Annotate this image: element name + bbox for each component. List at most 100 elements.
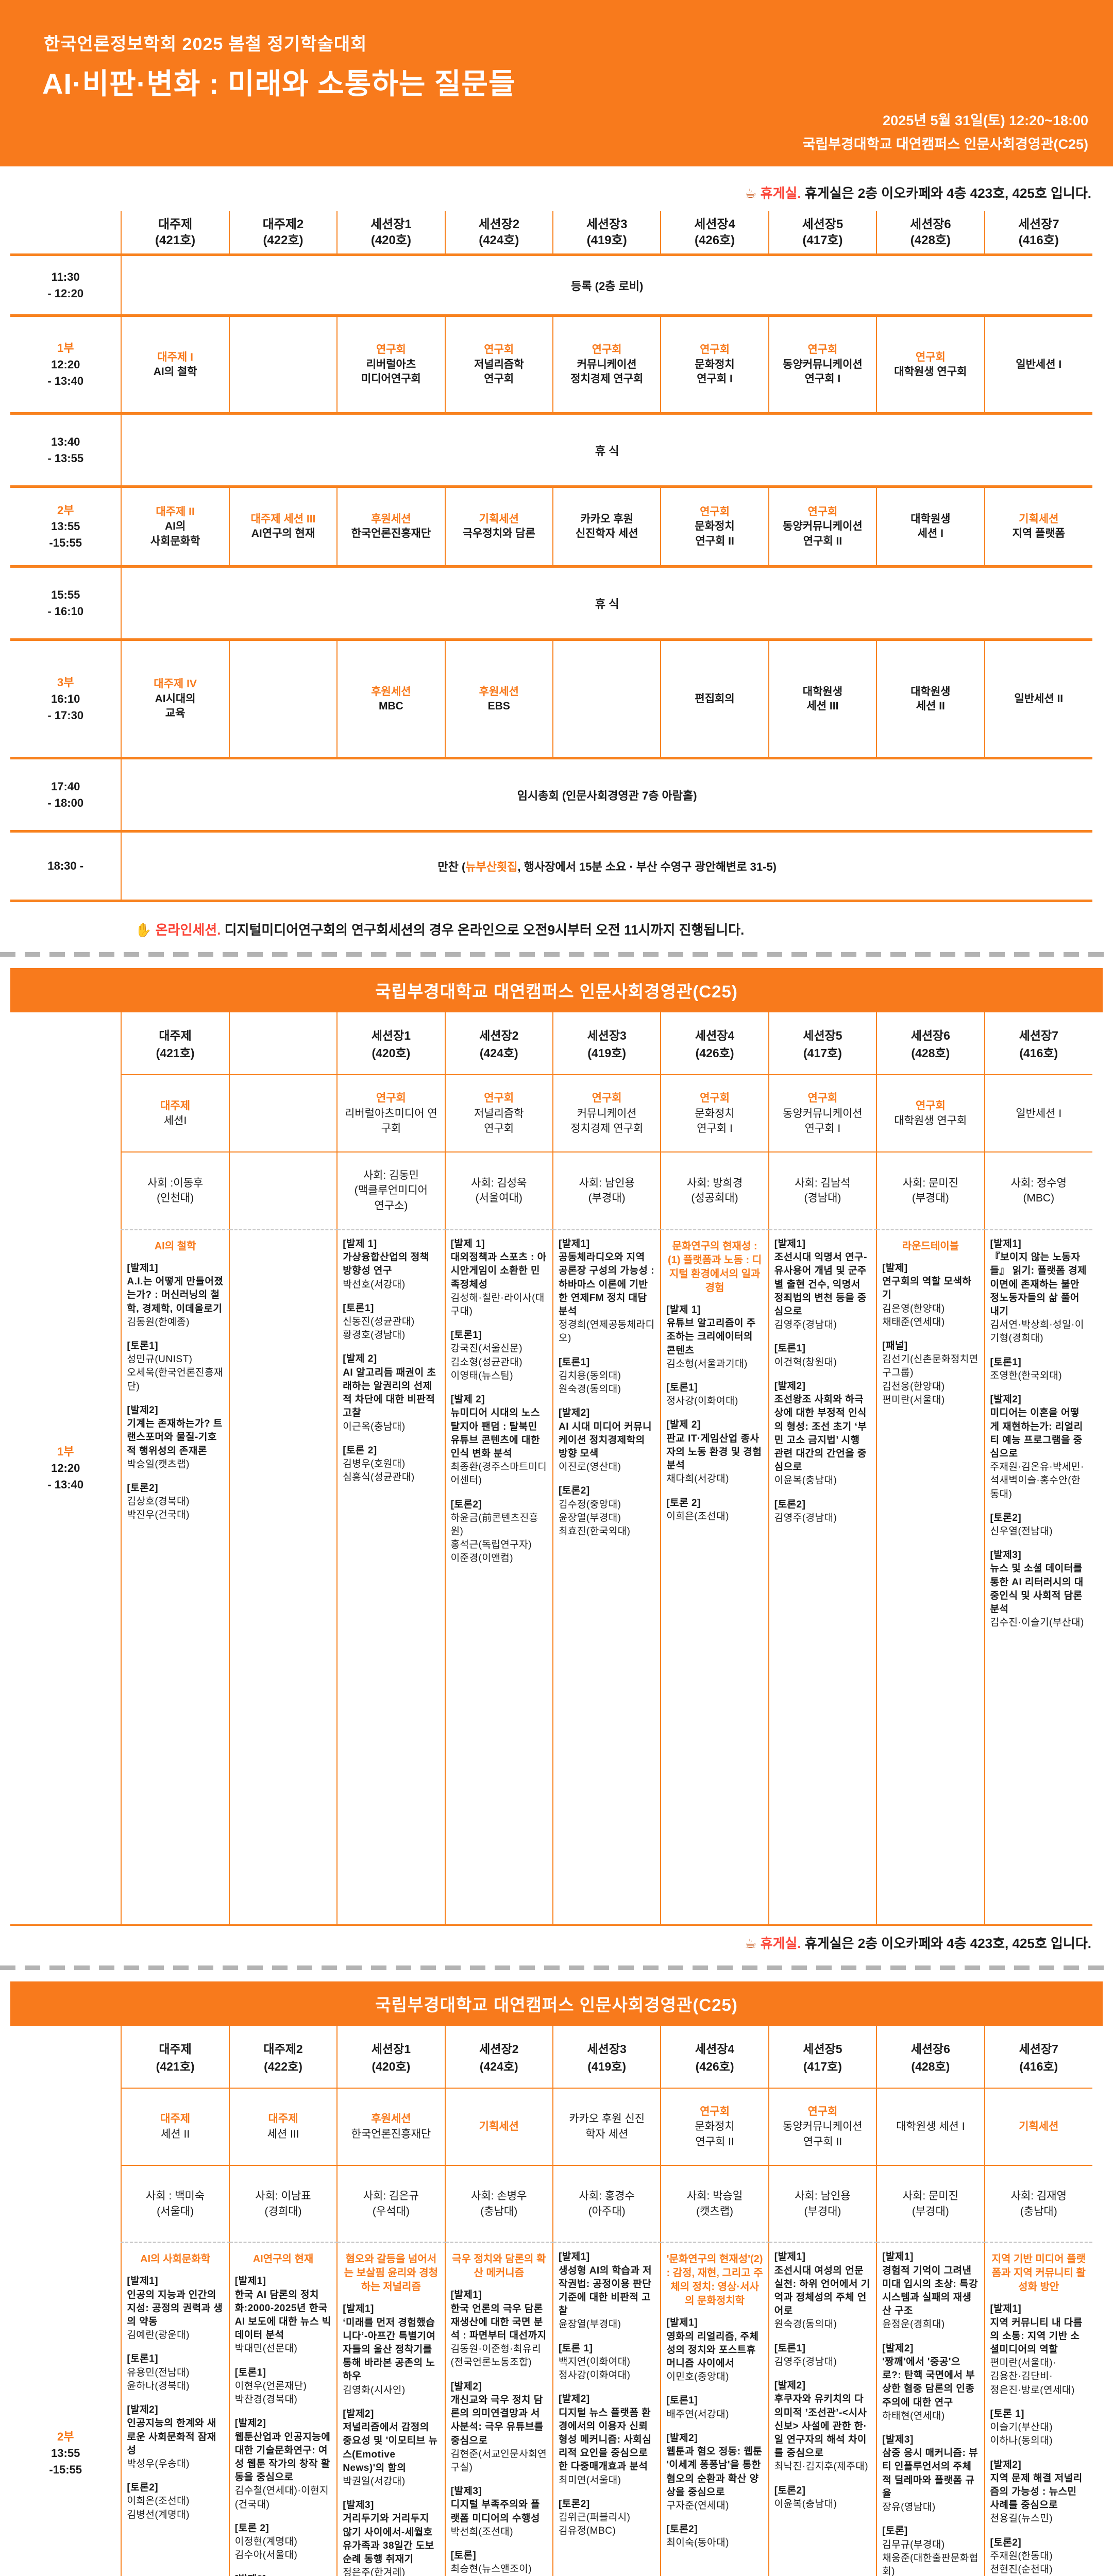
item-person: 강국진(서울신문) xyxy=(450,1343,523,1354)
overview-session-type: 연구회 xyxy=(700,344,730,356)
session-body-cell: 혐오와 갈등을 넘어서는 보살핌 윤리와 경청하는 저널리즘 [발제1] ‘미래를 … xyxy=(337,2242,446,2576)
item-person: 박선호(서강대) xyxy=(343,1279,406,1290)
overview-time-line: 1부 xyxy=(57,342,74,355)
item-person: 최낙진·김지후(제주대) xyxy=(774,2461,869,2472)
section-column-header: 대주제 (421호) xyxy=(121,1012,230,1076)
section-column-header: 세션장5 (417호) xyxy=(768,2025,878,2089)
item-title: 기계는 존재하는가? 트랜스포머와 물질-기호적 행위성의 존재론 xyxy=(127,1418,223,1456)
session-name: 일반세션 I xyxy=(1016,1107,1062,1120)
item-label: [발제1] xyxy=(774,1238,806,1249)
item-label: [토론1] xyxy=(774,1343,806,1354)
overview-session-name: 리버럴아츠 미디어연구회 xyxy=(361,358,421,385)
overview-span-cell: 휴 식 xyxy=(121,413,1092,488)
session-chair-cell: 사회: 박승일 (캣츠랩) xyxy=(661,2165,769,2244)
item-person: 이희은(조선대) xyxy=(666,1511,729,1522)
overview-time-line: - 17:30 xyxy=(47,708,84,722)
overview-session-name: 대학원생 세션 I xyxy=(910,513,951,540)
item-label: [발제 1] xyxy=(450,1238,485,1249)
overview-time-line: - 13:40 xyxy=(47,374,84,387)
item-person: 김위근(퍼블리시) xyxy=(558,2512,631,2523)
item-person: 이영태(뉴스팀) xyxy=(450,1370,514,1381)
presentation-item: [토론1] 신동진(성균관대) 황경호(경남대) xyxy=(343,1302,439,1343)
session-type: 연구회 xyxy=(807,1092,838,1105)
session-body-cell: 라운드테이블 [발제] 연구회의 역할 모색하기 김은영(한양대) 채태준(연세대) [패… xyxy=(876,1229,985,1926)
item-person: 김현준(서교인문사회연구실) xyxy=(450,2448,547,2473)
presentation-item: [발제1] 조선시대 익명서 연구-유사용어 개념 및 군주별 출현 건수, 익명… xyxy=(774,1238,871,1332)
item-title: ‘미래를 먼저 경험했습니다’-아프간 특별기여자들의 울산 정착기를 통해 바… xyxy=(343,2317,436,2382)
section-time-cell: 1부 12:20 - 13:40 xyxy=(10,1012,122,1926)
overview-table: 대주제 (421호) 대주제2 (422호) 세션장1 (420호) 세션장2 (424호) 세… xyxy=(10,211,1092,903)
item-person: 원숙경(동의대) xyxy=(774,2319,837,2330)
item-label: [발제1] xyxy=(990,2303,1022,2315)
session-chair-cell: 사회 :이동후 (인천대) xyxy=(121,1152,230,1230)
item-label: [발제 2] xyxy=(343,1353,377,1365)
presentation-item: [발제1] 생성형 AI의 학습과 저작권법: 공정이용 판단 기준에 대한 비판… xyxy=(559,2250,655,2331)
session-name: 문화정치 연구회 II xyxy=(695,2121,735,2148)
presentation-item: [토론 2] 이정현(계명대) 김수아(서울대) xyxy=(235,2522,331,2563)
item-label: [발제2] xyxy=(558,1408,590,1419)
section-column-header: 세션장1 (420호) xyxy=(337,2025,446,2089)
section-session-cell: 연구회 동양커뮤니케이션 연구회 I xyxy=(768,1075,878,1153)
item-title: 연구회의 역할 모색하기 xyxy=(882,1276,972,1301)
item-person: 박찬경(경북대) xyxy=(234,2394,298,2405)
session-chair-cell: 사회: 김재영 (충남대) xyxy=(984,2165,1092,2244)
overview-tbody: 대주제 (421호) 대주제2 (422호) 세션장1 (420호) 세션장2 (424호) 세… xyxy=(10,211,1092,903)
item-person: 주재원·김온유·박세민·석새벽이슬·홍수안(한동대) xyxy=(990,1462,1084,1500)
item-person: 김상호(경북대) xyxy=(127,1496,190,1507)
session-body-cell: [발제1] 생성형 AI의 학습과 저작권법: 공정이용 판단 기준에 대한 비판… xyxy=(552,2242,662,2576)
session-chair: 사회: 김성욱 (서울여대) xyxy=(471,1177,527,1205)
section-column-header: 세션장4 (426호) xyxy=(661,2025,769,2089)
section-session-cell: 연구회 문화정치 연구회 II xyxy=(661,2088,769,2166)
section-session-cell: 연구회 동양커뮤니케이션 연구회 II xyxy=(768,2088,878,2166)
conference-venue: 국립부경대학교 대연캠퍼스 인문사회경영관(C25) xyxy=(802,137,1088,152)
overview-session-cell: 후원세션 EBS xyxy=(445,639,553,760)
overview-session-cell: 일반세션 I xyxy=(984,315,1092,415)
item-person: 김무규(부경대) xyxy=(882,2539,945,2550)
section-session-cell: 대학원생 세션 I xyxy=(876,2088,985,2166)
session-topic: '문화연구의 현재성'(2) : 감정, 재현, 그리고 주체의 정치: 영상·… xyxy=(666,2253,763,2307)
section-time-line: - 13:40 xyxy=(47,1478,84,1492)
session-body-cell: [발제1] 『보이지 않는 노동자들』 읽기: 플랫폼 경제 이면에 존재하는 불… xyxy=(984,1229,1092,1926)
presentation-item: [발제2] '짱깨'에서 '중공'으로?: 탄핵 국면에서 부상한 혐중 담론의 … xyxy=(882,2342,979,2423)
lounge-note-label: 휴게실. xyxy=(760,1935,805,1951)
section-column-header: 세션장4 (426호) xyxy=(661,1012,769,1076)
overview-time-line: - 18:00 xyxy=(47,796,84,809)
conference-banner: 한국언론정보학회 2025 봄철 정기학술대회 AI·비판·변화 : 미래와 소… xyxy=(0,0,1113,166)
section-session-cell: 카카오 후원 신진 학자 세션 xyxy=(552,2088,662,2166)
session-chair: 사회: 이남표 (경희대) xyxy=(255,2190,311,2217)
presentation-item: [발제1] 공동체라디오와 지역 공론장 구성의 가능성 : 하바마스 이론에 기… xyxy=(559,1238,655,1346)
section-session-cell xyxy=(229,1075,338,1153)
presentation-item: [발제2] 웹툰산업과 인공지능에 대한 기술문화연구: 여성 웹툰 작가의 창작… xyxy=(235,2417,331,2512)
item-person: 김은영(한양대) xyxy=(882,1303,945,1314)
section-column-header: 세션장2 (424호) xyxy=(445,1012,553,1076)
overview-session-type: 후원세션 xyxy=(371,513,411,526)
item-person: 채웅준(대한출판문화협회) xyxy=(882,2552,979,2576)
overview-time-line: - 16:10 xyxy=(47,604,84,618)
section-column-header: 세션장2 (424호) xyxy=(445,2025,553,2089)
section-session-cell: 연구회 문화정치 연구회 I xyxy=(661,1075,769,1153)
item-person: 이슬기(부산대) xyxy=(990,2422,1053,2433)
overview-time-cell: 2부 13:55 -15:55 xyxy=(10,486,122,568)
overview-time-cell: 3부 16:10 - 17:30 xyxy=(10,639,122,760)
session-topic: AI의 철학 xyxy=(154,1240,196,1252)
item-title: 미디어는 이혼을 어떻게 재현하는가: 리얼리티 예능 프로그램을 중심으로 xyxy=(990,1408,1083,1459)
item-label: [발제2] xyxy=(343,2408,374,2419)
overview-session-cell: 연구회 동양커뮤니케이션 연구회 I xyxy=(768,315,878,415)
item-person: 김용찬·김단비· xyxy=(990,2371,1053,2382)
item-label: [발제3] xyxy=(235,2573,331,2576)
item-label: [발제2] xyxy=(127,2404,159,2416)
overview-session-name: MBC xyxy=(378,700,403,712)
item-label: [발제2] xyxy=(774,2380,806,2392)
item-person: 최종환(경주스마트미디어센터) xyxy=(450,1462,547,1486)
item-label: [토론 2] xyxy=(343,1445,377,1456)
item-label: [발제1] xyxy=(558,2251,590,2263)
item-label: [발제1] xyxy=(450,2290,482,2301)
overview-row: 3부 16:10 - 17:30 대주제 IV AI시대의 교육 후원세션 MBC 후원세션 EB… xyxy=(10,639,1092,760)
session-chair-cell: 사회: 방희경 (성공회대) xyxy=(661,1152,769,1230)
item-label: [토론1] xyxy=(450,1330,482,1341)
overview-session-type: 연구회 xyxy=(592,344,622,356)
item-label: [토론1] xyxy=(558,1357,590,1368)
item-title: 판교 IT·게임산업 종사자의 노동 환경 및 경험 분석 xyxy=(666,1433,762,1471)
overview-span-cell: 만찬 (뉴부산횟집, 행사장에서 15분 소요 · 부산 수영구 광안해변로 3… xyxy=(121,831,1092,903)
session-type: 기획세션 xyxy=(479,2121,519,2133)
